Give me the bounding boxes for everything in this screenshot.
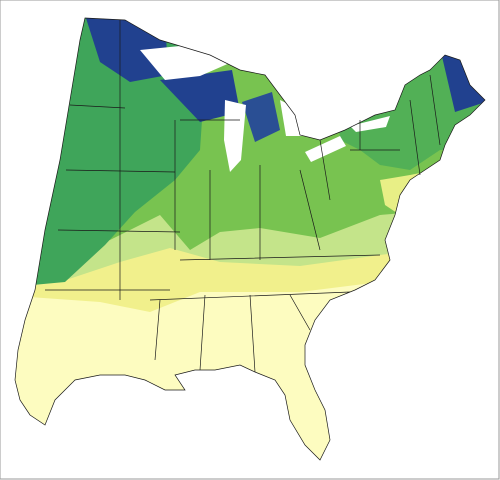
borders bbox=[14, 17, 486, 461]
outline bbox=[14, 17, 486, 461]
zone-blue-michigan bbox=[242, 92, 280, 142]
lake-michigan bbox=[224, 100, 246, 172]
lake-huron bbox=[280, 100, 302, 136]
zone-blue-maine bbox=[440, 48, 485, 112]
zone-green-northeast bbox=[330, 18, 485, 170]
lake-superior bbox=[140, 45, 232, 80]
state-lines bbox=[45, 20, 441, 373]
lake-erie bbox=[305, 136, 346, 162]
zone-blue-upper-michigan bbox=[160, 70, 240, 122]
